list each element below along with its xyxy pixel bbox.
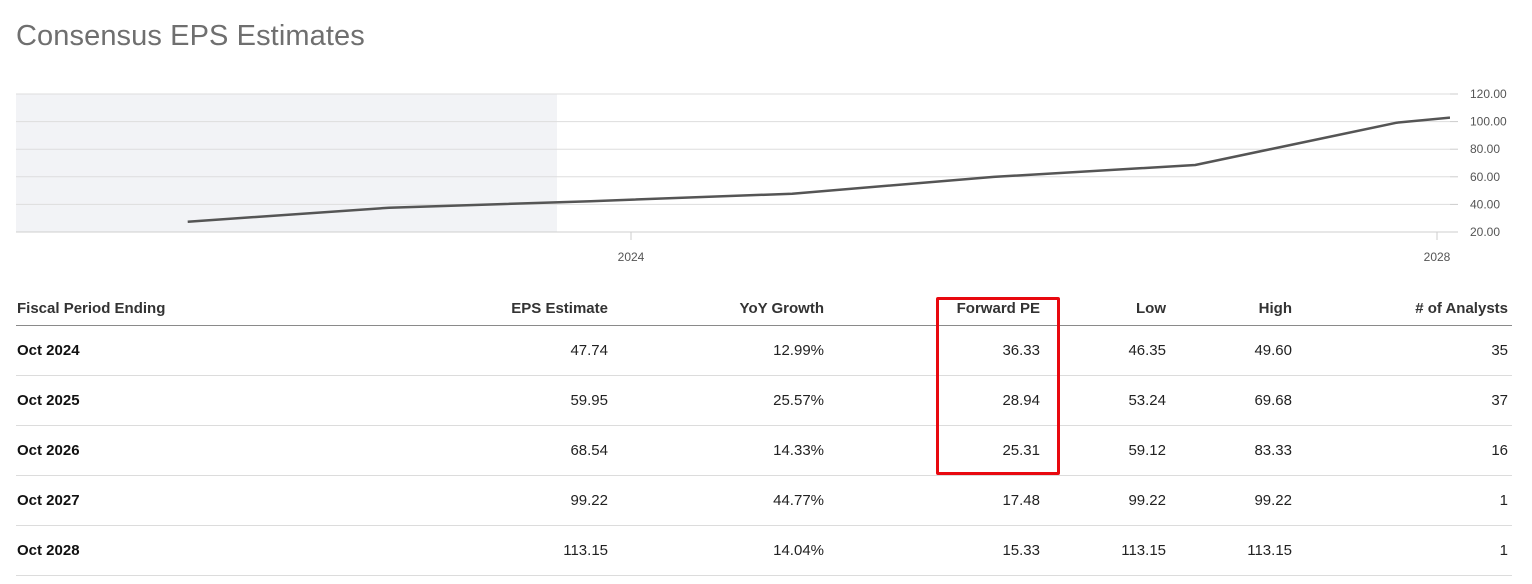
- y-tick-label: 100.00: [1470, 115, 1507, 129]
- col-fiscal-period[interactable]: Fiscal Period Ending: [16, 291, 356, 326]
- table-header-row: Fiscal Period Ending EPS Estimate YoY Gr…: [16, 291, 1512, 326]
- cell-low: 113.15: [1044, 525, 1170, 576]
- cell-eps-estimate: 113.15: [356, 525, 612, 576]
- y-tick-label: 20.00: [1470, 225, 1500, 239]
- cell-yoy-growth: 14.33%: [612, 425, 828, 476]
- historical-shade: [16, 94, 557, 232]
- table-row: Oct 2024 47.74 12.99% 36.33 46.35 49.60 …: [16, 325, 1512, 376]
- cell-forward-pe: 36.33: [828, 325, 1044, 376]
- eps-line-chart: 20.00 40.00 60.00 80.00 100.00 120.00 2024 2028: [16, 87, 1507, 264]
- cell-yoy-growth: 12.99%: [612, 325, 828, 376]
- y-tick-label: 40.00: [1470, 197, 1500, 211]
- cell-fiscal-period: Oct 2027: [16, 475, 356, 526]
- eps-series-line: [187, 116, 1450, 223]
- cell-eps-estimate: 47.74: [356, 325, 612, 376]
- x-tick-label: 2024: [618, 250, 645, 264]
- table-row: Oct 2026 68.54 14.33% 25.31 59.12 83.33 …: [16, 425, 1512, 476]
- cell-eps-estimate: 59.95: [356, 375, 612, 426]
- cell-high: 113.15: [1170, 525, 1296, 576]
- y-tick-label: 80.00: [1470, 142, 1500, 156]
- cell-high: 69.68: [1170, 375, 1296, 426]
- cell-fiscal-period: Oct 2026: [16, 425, 356, 476]
- cell-low: 46.35: [1044, 325, 1170, 376]
- cell-fiscal-period: Oct 2025: [16, 375, 356, 426]
- page-title: Consensus EPS Estimates: [16, 20, 365, 52]
- col-num-analysts[interactable]: # of Analysts: [1296, 291, 1512, 326]
- cell-high: 83.33: [1170, 425, 1296, 476]
- cell-low: 99.22: [1044, 475, 1170, 526]
- cell-forward-pe: 15.33: [828, 525, 1044, 576]
- eps-estimates-table: Fiscal Period Ending EPS Estimate YoY Gr…: [16, 291, 1512, 576]
- table-row: Oct 2027 99.22 44.77% 17.48 99.22 99.22 …: [16, 475, 1512, 526]
- cell-yoy-growth: 14.04%: [612, 525, 828, 576]
- cell-fiscal-period: Oct 2024: [16, 325, 356, 376]
- table-row: Oct 2025 59.95 25.57% 28.94 53.24 69.68 …: [16, 375, 1512, 426]
- col-eps-estimate[interactable]: EPS Estimate: [356, 291, 612, 326]
- cell-low: 53.24: [1044, 375, 1170, 426]
- cell-high: 49.60: [1170, 325, 1296, 376]
- cell-forward-pe: 17.48: [828, 475, 1044, 526]
- table-row: Oct 2028 113.15 14.04% 15.33 113.15 113.…: [16, 525, 1512, 576]
- y-tick-label: 120.00: [1470, 87, 1507, 101]
- cell-num-analysts: 35: [1296, 325, 1512, 376]
- cell-num-analysts: 37: [1296, 375, 1512, 426]
- cell-eps-estimate: 68.54: [356, 425, 612, 476]
- cell-eps-estimate: 99.22: [356, 475, 612, 526]
- cell-forward-pe: 25.31: [828, 425, 1044, 476]
- cell-low: 59.12: [1044, 425, 1170, 476]
- col-forward-pe[interactable]: Forward PE: [828, 291, 1044, 326]
- x-tick-label: 2028: [1424, 250, 1451, 264]
- cell-num-analysts: 1: [1296, 525, 1512, 576]
- cell-high: 99.22: [1170, 475, 1296, 526]
- cell-fiscal-period: Oct 2028: [16, 525, 356, 576]
- col-yoy-growth[interactable]: YoY Growth: [612, 291, 828, 326]
- cell-yoy-growth: 44.77%: [612, 475, 828, 526]
- cell-yoy-growth: 25.57%: [612, 375, 828, 426]
- cell-num-analysts: 1: [1296, 475, 1512, 526]
- col-high[interactable]: High: [1170, 291, 1296, 326]
- col-low[interactable]: Low: [1044, 291, 1170, 326]
- y-tick-label: 60.00: [1470, 170, 1500, 184]
- cell-forward-pe: 28.94: [828, 375, 1044, 426]
- cell-num-analysts: 16: [1296, 425, 1512, 476]
